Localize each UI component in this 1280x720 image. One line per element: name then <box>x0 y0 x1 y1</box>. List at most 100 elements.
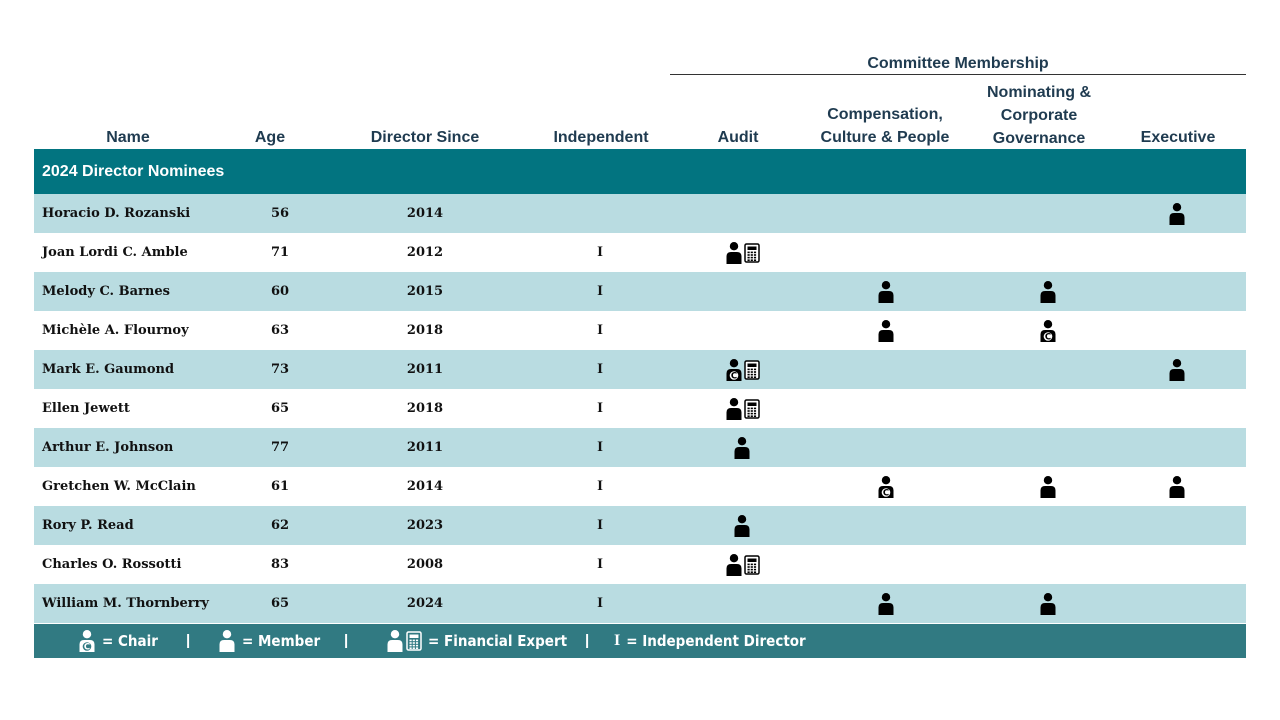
audit-cell <box>712 311 772 350</box>
calculator-icon <box>743 242 760 263</box>
director-name: Michèle A. Flournoy <box>42 323 189 338</box>
audit-cell <box>712 545 772 584</box>
nominating-cell <box>1018 194 1078 233</box>
committee-membership-title: Committee Membership <box>867 55 1049 72</box>
director-since: 2014 <box>406 206 444 221</box>
table-row: Michèle A. Flournoy 63 2018 I C <box>34 311 1246 350</box>
svg-text:C: C <box>883 488 889 498</box>
independent-symbol: I <box>614 632 621 649</box>
director-since: 2023 <box>406 518 444 533</box>
director-since: 2018 <box>406 323 444 338</box>
chair-icon: C <box>78 629 96 653</box>
table-row: Mark E. Gaumond 73 2011 I C <box>34 350 1246 389</box>
executive-cell <box>1147 311 1207 350</box>
column-header-director-since: Director Since <box>370 129 480 146</box>
legend-separator: | <box>344 632 349 649</box>
director-since: 2024 <box>406 596 444 611</box>
director-age: 77 <box>270 440 290 455</box>
member-icon <box>725 397 743 421</box>
table-row: Joan Lordi C. Amble 71 2012 I <box>34 233 1246 272</box>
audit-cell <box>712 467 772 506</box>
financial-expert-icon <box>386 629 422 653</box>
member-icon <box>877 280 895 304</box>
table-row: Horacio D. Rozanski 56 2014 <box>34 194 1246 233</box>
director-name: Melody C. Barnes <box>42 284 170 299</box>
independent-mark: I <box>597 556 603 572</box>
member-icon <box>1039 280 1057 304</box>
independent-mark: I <box>597 478 603 494</box>
nominating-line2: Corporate <box>1000 107 1078 124</box>
director-age: 73 <box>270 362 290 377</box>
executive-cell <box>1147 506 1207 545</box>
nominating-cell <box>1018 584 1078 623</box>
compensation-cell <box>856 506 916 545</box>
nominating-cell <box>1018 467 1078 506</box>
svg-text:C: C <box>730 371 736 381</box>
member-icon <box>1039 475 1057 499</box>
column-header-name: Name <box>106 129 150 146</box>
director-since: 2015 <box>406 284 444 299</box>
director-name: Mark E. Gaumond <box>42 362 175 377</box>
nominating-line1: Nominating & <box>987 84 1091 101</box>
calculator-icon <box>743 359 760 380</box>
director-name: William M. Thornberry <box>42 596 209 611</box>
member-icon <box>725 553 743 577</box>
chair-icon: C <box>1039 319 1057 343</box>
compensation-cell: C <box>856 467 916 506</box>
compensation-cell <box>856 233 916 272</box>
independent-mark: I <box>597 322 603 338</box>
compensation-cell <box>856 584 916 623</box>
table-row: Gretchen W. McClain 61 2014 I C <box>34 467 1246 506</box>
nominating-cell <box>1018 389 1078 428</box>
director-since: 2018 <box>406 401 444 416</box>
director-age: 65 <box>270 401 290 416</box>
section-title: 2024 Director Nominees <box>42 163 225 180</box>
legend-financial-expert-label: = Financial Expert <box>428 632 568 650</box>
independent-mark: I <box>597 517 603 533</box>
director-age: 65 <box>270 596 290 611</box>
legend-independent: I = Independent Director <box>614 624 806 658</box>
compensation-cell <box>856 350 916 389</box>
director-since: 2011 <box>406 440 444 455</box>
director-name: Horacio D. Rozanski <box>42 206 191 221</box>
independent-mark: I <box>597 439 603 455</box>
audit-cell <box>712 194 772 233</box>
table-row: Arthur E. Johnson 77 2011 I <box>34 428 1246 467</box>
member-icon <box>1039 592 1057 616</box>
director-name: Rory P. Read <box>42 518 134 533</box>
director-since: 2014 <box>406 479 444 494</box>
executive-cell <box>1147 389 1207 428</box>
svg-text:C: C <box>84 643 90 653</box>
independent-mark: I <box>597 595 603 611</box>
independent-mark: I <box>597 361 603 377</box>
table-row: Rory P. Read 62 2023 I <box>34 506 1246 545</box>
nominating-cell <box>1018 350 1078 389</box>
compensation-cell <box>856 272 916 311</box>
independent-mark <box>580 194 620 233</box>
committee-membership-rule <box>670 74 1246 75</box>
calculator-icon <box>743 554 760 575</box>
audit-cell: C <box>712 350 772 389</box>
member-icon <box>1168 358 1186 382</box>
legend-chair-label: = Chair <box>102 632 158 650</box>
executive-cell <box>1147 467 1207 506</box>
legend-member: = Member <box>218 624 320 658</box>
executive-cell <box>1147 350 1207 389</box>
column-header-independent: Independent <box>553 129 649 146</box>
column-header-audit: Audit <box>717 129 759 146</box>
nominating-cell <box>1018 545 1078 584</box>
member-icon <box>877 319 895 343</box>
compensation-cell <box>856 389 916 428</box>
executive-cell <box>1147 428 1207 467</box>
member-icon <box>733 514 751 538</box>
director-name: Gretchen W. McClain <box>42 479 196 494</box>
compensation-cell <box>856 545 916 584</box>
legend-separator: | <box>186 632 191 649</box>
compensation-line2: Culture & People <box>820 129 950 146</box>
nominating-cell: C <box>1018 311 1078 350</box>
audit-cell <box>712 389 772 428</box>
legend-chair: C = Chair <box>78 624 158 658</box>
independent-mark: I <box>597 400 603 416</box>
member-icon <box>725 241 743 265</box>
director-age: 61 <box>270 479 290 494</box>
